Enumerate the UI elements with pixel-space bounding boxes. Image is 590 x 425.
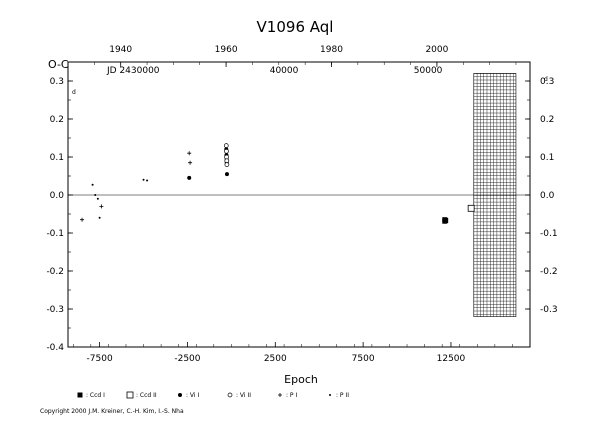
right-y-tick-label: -0.3 (540, 305, 558, 315)
legend-label-4: : P I (286, 392, 297, 399)
data-point-3 (224, 158, 230, 164)
data-point-4 (187, 151, 192, 156)
chart-title: V1096 Aql (257, 18, 334, 36)
y-tick-label: -0.3 (46, 305, 64, 315)
legend-marker-0 (77, 392, 83, 398)
data-point-4 (188, 160, 193, 165)
year-tick-label: 1960 (215, 45, 238, 55)
plot-frame (67, 61, 531, 348)
data-point-5 (142, 178, 145, 181)
right-y-tick-label: -0.2 (540, 267, 558, 277)
year-tick-label: 1980 (320, 45, 343, 55)
legend-marker-3 (227, 392, 233, 398)
legend-marker-2 (178, 393, 182, 397)
right-y-tick-label: 0.0 (540, 191, 555, 201)
y-tick-label: 0.3 (50, 77, 64, 87)
legend-label-1: : Ccd II (136, 392, 157, 399)
data-point-3 (224, 148, 229, 154)
y-tick-label: -0.1 (46, 229, 64, 239)
x-tick-label: 7500 (352, 354, 375, 364)
legend-label-2: : Vi I (186, 392, 199, 399)
data-point-5 (91, 183, 94, 186)
legend: : Ccd I : Ccd II : Vi I : Vi II : P I : P II (77, 391, 349, 399)
data-point-5 (94, 194, 97, 196)
right-y-tick-label: 0.1 (540, 153, 554, 163)
data-point-4 (80, 217, 85, 222)
y-unit-left: d (72, 89, 76, 96)
legend-label-0: : Ccd I (86, 392, 105, 399)
right-y-tick-label: 0.2 (540, 115, 554, 125)
year-tick-label: 1940 (109, 45, 132, 55)
copyright-note: Copyright 2000 J.M. Kreiner, C.-H. Kim, … (40, 408, 184, 415)
x-tick-label: 12500 (437, 354, 466, 364)
data-point-1 (467, 204, 475, 212)
legend-marker-1 (126, 391, 134, 399)
data-point-3 (223, 143, 229, 148)
data-point-0 (443, 217, 449, 223)
jd-tick-label: 40000 (270, 66, 299, 76)
y-axis-label: O-C (48, 58, 69, 71)
jd-tick-label: 50000 (414, 66, 443, 76)
data-point-5 (146, 179, 149, 182)
data-point-2 (187, 175, 192, 180)
legend-marker-4 (278, 393, 282, 397)
plot-area: -0.4 -0.3 -0.2 -0.1 0.0 0.1 0.2 0.3 -0.3 -0.2 -0.1… (46, 45, 557, 364)
jd-label: JD 2430000 (106, 66, 160, 76)
legend-marker-5 (329, 394, 331, 396)
data-point-5 (98, 216, 101, 219)
x-tick-label: -7500 (87, 354, 113, 364)
y-tick-label: 0.1 (50, 153, 64, 163)
y-tick-label: -0.2 (46, 267, 64, 277)
legend-label-5: : P II (336, 392, 349, 399)
x-axis-label: Epoch (284, 373, 318, 386)
data-point-2 (224, 172, 229, 177)
x-tick-label: 2500 (264, 354, 287, 364)
data-point-5 (96, 197, 99, 200)
y-tick-label: 0.0 (50, 191, 65, 201)
data-point-4 (99, 204, 104, 209)
right-y-tick-label: -0.1 (540, 229, 558, 239)
right-y-tick-label: 0.3 (540, 77, 554, 87)
x-tick-label: -2500 (174, 354, 200, 364)
y-tick-label: -0.4 (46, 343, 64, 353)
y-unit-right: d (544, 76, 548, 83)
data-point-3 (224, 162, 230, 167)
data-point-3 (224, 154, 229, 160)
y-tick-label: 0.2 (50, 115, 64, 125)
legend-label-3: : Vi II (236, 392, 251, 399)
year-tick-label: 2000 (425, 45, 448, 55)
